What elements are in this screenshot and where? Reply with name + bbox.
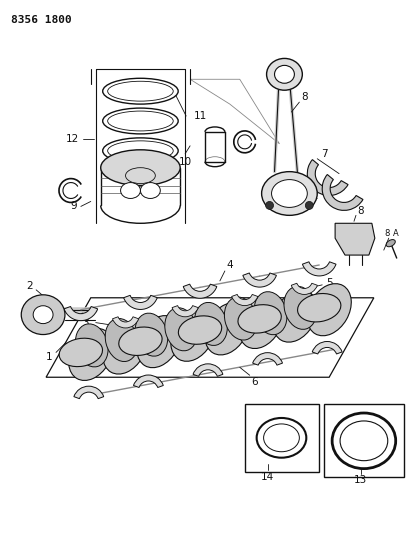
Ellipse shape bbox=[256, 418, 306, 458]
Wedge shape bbox=[242, 273, 276, 287]
Ellipse shape bbox=[21, 295, 65, 335]
Text: 3: 3 bbox=[82, 318, 89, 328]
Ellipse shape bbox=[102, 78, 178, 104]
Ellipse shape bbox=[103, 322, 146, 374]
Ellipse shape bbox=[266, 59, 301, 90]
Ellipse shape bbox=[105, 319, 137, 361]
Ellipse shape bbox=[140, 183, 160, 198]
Ellipse shape bbox=[178, 316, 221, 344]
Wedge shape bbox=[172, 305, 198, 317]
Text: 7: 7 bbox=[320, 149, 327, 159]
Ellipse shape bbox=[254, 292, 286, 335]
Wedge shape bbox=[231, 294, 257, 305]
Ellipse shape bbox=[339, 421, 387, 461]
Wedge shape bbox=[74, 386, 103, 399]
Ellipse shape bbox=[261, 172, 317, 215]
Text: 8: 8 bbox=[357, 206, 363, 216]
Bar bbox=[244, 404, 319, 472]
Wedge shape bbox=[133, 375, 163, 387]
Text: 12: 12 bbox=[66, 134, 79, 144]
Wedge shape bbox=[307, 159, 347, 196]
Ellipse shape bbox=[305, 201, 312, 209]
Text: 8: 8 bbox=[300, 92, 307, 102]
Ellipse shape bbox=[108, 81, 173, 101]
Ellipse shape bbox=[75, 324, 108, 367]
Text: 10: 10 bbox=[178, 157, 191, 167]
Ellipse shape bbox=[135, 313, 167, 356]
Ellipse shape bbox=[265, 201, 273, 209]
Ellipse shape bbox=[297, 294, 340, 322]
Ellipse shape bbox=[33, 306, 53, 324]
Ellipse shape bbox=[204, 303, 249, 355]
Text: 2: 2 bbox=[26, 281, 32, 291]
Text: 14: 14 bbox=[260, 472, 274, 482]
Bar bbox=[324, 404, 402, 477]
Wedge shape bbox=[124, 295, 157, 310]
Ellipse shape bbox=[271, 180, 307, 207]
Ellipse shape bbox=[137, 316, 180, 368]
Wedge shape bbox=[302, 262, 335, 276]
Wedge shape bbox=[193, 364, 222, 376]
Polygon shape bbox=[334, 223, 374, 255]
Ellipse shape bbox=[306, 284, 351, 336]
Wedge shape bbox=[64, 306, 97, 321]
Ellipse shape bbox=[120, 183, 140, 198]
Wedge shape bbox=[112, 317, 138, 328]
Wedge shape bbox=[321, 174, 362, 211]
Text: 11: 11 bbox=[193, 111, 206, 121]
Text: 1: 1 bbox=[46, 352, 52, 362]
Text: 4: 4 bbox=[226, 260, 233, 270]
Ellipse shape bbox=[238, 296, 283, 349]
Ellipse shape bbox=[224, 297, 256, 340]
Ellipse shape bbox=[274, 66, 294, 83]
Ellipse shape bbox=[164, 308, 197, 351]
Text: 8356 1800: 8356 1800 bbox=[11, 15, 72, 25]
Text: 9: 9 bbox=[70, 201, 77, 212]
Text: 6: 6 bbox=[251, 377, 257, 387]
Wedge shape bbox=[290, 283, 317, 294]
Ellipse shape bbox=[108, 141, 173, 161]
Wedge shape bbox=[183, 284, 216, 298]
Wedge shape bbox=[252, 353, 282, 365]
Ellipse shape bbox=[331, 413, 395, 469]
Ellipse shape bbox=[59, 338, 102, 367]
Ellipse shape bbox=[263, 424, 299, 452]
Ellipse shape bbox=[272, 290, 317, 342]
Ellipse shape bbox=[194, 302, 227, 345]
Wedge shape bbox=[312, 342, 341, 354]
Ellipse shape bbox=[108, 111, 173, 131]
Ellipse shape bbox=[237, 305, 281, 333]
Text: 5: 5 bbox=[325, 278, 332, 288]
Ellipse shape bbox=[385, 239, 394, 247]
Ellipse shape bbox=[102, 138, 178, 164]
Ellipse shape bbox=[119, 327, 162, 356]
Ellipse shape bbox=[125, 168, 155, 183]
Ellipse shape bbox=[101, 150, 180, 185]
Text: 13: 13 bbox=[353, 474, 366, 484]
Text: 8 A: 8 A bbox=[384, 229, 398, 238]
Ellipse shape bbox=[171, 309, 215, 361]
Ellipse shape bbox=[283, 286, 316, 329]
Ellipse shape bbox=[102, 108, 178, 134]
Ellipse shape bbox=[68, 328, 112, 381]
